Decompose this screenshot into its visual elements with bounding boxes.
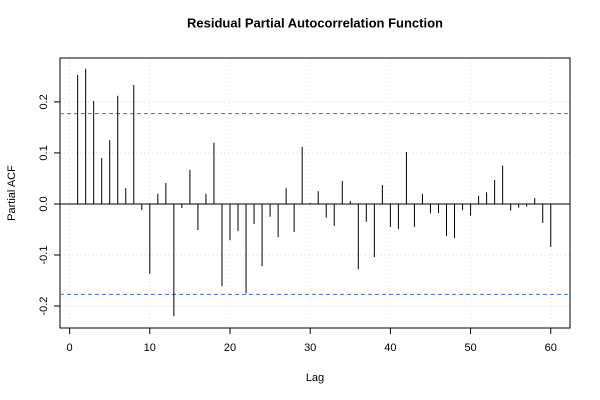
y-axis-label: Partial ACF [6, 165, 18, 221]
y-tick-label: -0.1 [38, 246, 50, 265]
y-tick-label: -0.2 [38, 297, 50, 316]
y-tick-label: 0.1 [38, 145, 50, 160]
x-tick-label: 10 [144, 342, 156, 354]
y-tick-label: 0.2 [38, 94, 50, 109]
x-tick-label: 50 [464, 342, 476, 354]
x-axis-label: Lag [306, 372, 324, 384]
x-tick-label: 30 [304, 342, 316, 354]
y-tick-label: 0.0 [38, 196, 50, 211]
plot-frame [59, 57, 571, 329]
x-tick-label: 20 [224, 342, 236, 354]
x-tick-label: 0 [67, 342, 73, 354]
x-tick-label: 60 [545, 342, 557, 354]
x-tick-label: 40 [384, 342, 396, 354]
chart-title: Residual Partial Autocorrelation Functio… [187, 15, 443, 30]
